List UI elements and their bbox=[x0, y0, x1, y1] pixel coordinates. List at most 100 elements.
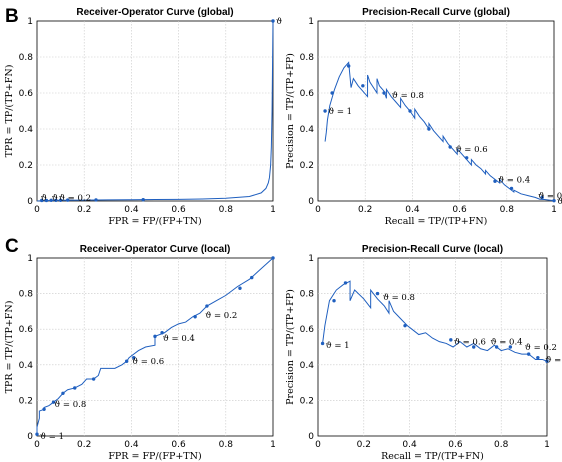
y-tick-label: 0.8 bbox=[19, 290, 34, 300]
x-tick-label: 1 bbox=[270, 205, 276, 215]
x-tick-label: 0.8 bbox=[219, 205, 234, 215]
threshold-annotation: ϑ = 0.8 bbox=[54, 400, 86, 410]
y-tick-label: 1 bbox=[308, 17, 314, 27]
threshold-annotation: ϑ = 1 bbox=[328, 107, 352, 117]
x-tick-label: 0.2 bbox=[358, 205, 372, 215]
data-point bbox=[526, 352, 531, 356]
x-tick-label: 0.8 bbox=[494, 440, 509, 450]
threshold-annotation: ϑ = 0.8 bbox=[392, 91, 424, 101]
data-point bbox=[361, 84, 365, 88]
threshold-annotation: ϑ bbox=[41, 193, 47, 203]
threshold-annotation: ϑ = 0.6 bbox=[454, 338, 486, 348]
data-point bbox=[375, 291, 380, 296]
x-tick-label: 0.4 bbox=[124, 440, 139, 450]
series-line-1 bbox=[36, 257, 274, 436]
threshold-annotation: ϑ = bbox=[545, 355, 561, 365]
threshold-annotation: ϑ = 0.2 bbox=[205, 311, 237, 321]
data-point bbox=[508, 345, 513, 349]
x-tick-label: 0.2 bbox=[77, 205, 91, 215]
x-tick-label: 1 bbox=[544, 440, 550, 450]
x-tick-label: 0.6 bbox=[452, 205, 467, 215]
y-tick-label: 0.2 bbox=[300, 161, 314, 171]
x-tick-label: 0.8 bbox=[500, 205, 515, 215]
x-tick-label: 0 bbox=[315, 205, 321, 215]
x-tick-label: 0.4 bbox=[402, 440, 417, 450]
data-point bbox=[330, 91, 334, 95]
plot-frame bbox=[36, 257, 274, 437]
data-point bbox=[205, 304, 209, 308]
data-point bbox=[472, 345, 476, 349]
data-point bbox=[271, 19, 275, 23]
x-tick-label: 1 bbox=[551, 205, 557, 215]
data-point bbox=[427, 127, 431, 131]
y-tick-label: 0.2 bbox=[19, 396, 33, 406]
chart-title: Precision-Recall Curve (local) bbox=[362, 244, 503, 255]
y-tick-label: 0.2 bbox=[300, 396, 314, 406]
data-point bbox=[464, 156, 469, 160]
chart-panels: 0 0.2 0.4 0.6 0.8 1 0 0.2 0.4 0.6 0.8 1 Receiver-Ope… bbox=[4, 7, 562, 462]
x-axis-label: Recall = TP/(TP+FN) bbox=[381, 451, 484, 462]
x-tick-label: 0.4 bbox=[124, 205, 139, 215]
data-point bbox=[141, 198, 145, 202]
y-tick-label: 0.8 bbox=[300, 290, 315, 300]
data-point bbox=[320, 341, 325, 346]
y-tick-label: 0 bbox=[27, 432, 33, 442]
y-tick-label: 0.8 bbox=[300, 53, 315, 63]
data-point bbox=[94, 198, 98, 202]
data-point bbox=[271, 256, 275, 260]
chart-1: 0 0.2 0.4 0.6 0.8 1 0 0.2 0.4 0.6 0.8 1 Receiver-Ope… bbox=[4, 7, 282, 227]
threshold-annotation: ϑ = 0.6 bbox=[456, 145, 488, 155]
threshold-annotation: ϑ bbox=[276, 17, 282, 27]
x-axis-label: Recall = TP/(TP+FN) bbox=[385, 216, 488, 227]
y-tick-label: 0 bbox=[308, 432, 314, 442]
data-point bbox=[449, 338, 453, 342]
y-axis-label: Precision = TP/(TP+FP) bbox=[285, 289, 296, 405]
threshold-annotation: ϑ = 0.6 bbox=[132, 357, 164, 367]
data-point bbox=[540, 195, 544, 200]
data-point bbox=[343, 281, 348, 285]
x-tick-label: 0 bbox=[315, 440, 321, 450]
y-tick-label: 0.2 bbox=[19, 161, 33, 171]
data-point bbox=[509, 186, 514, 191]
x-tick-label: 0 bbox=[34, 205, 40, 215]
data-point bbox=[238, 286, 242, 290]
x-tick-label: 0.4 bbox=[405, 205, 420, 215]
x-axis-label: FPR = FP/(FP+TN) bbox=[108, 451, 201, 462]
y-axis-label: TPR = TP/(TP+FN) bbox=[4, 65, 15, 158]
data-point bbox=[35, 432, 39, 436]
threshold-annotation: ϑ = 0.2 bbox=[59, 193, 91, 203]
plot-frame bbox=[36, 20, 274, 202]
x-axis-label: FPR = FP/(FP+TN) bbox=[108, 216, 201, 227]
data-point bbox=[403, 323, 407, 328]
data-point bbox=[552, 198, 556, 203]
data-point bbox=[42, 407, 46, 411]
data-point bbox=[51, 400, 56, 404]
data-point bbox=[332, 299, 336, 303]
x-tick-label: 0.6 bbox=[448, 440, 463, 450]
x-tick-label: 0.8 bbox=[219, 440, 234, 450]
y-tick-label: 0.6 bbox=[19, 89, 34, 99]
y-tick-label: 1 bbox=[27, 254, 33, 264]
data-point bbox=[44, 198, 49, 203]
threshold-annotation: ϑ = 1 bbox=[326, 341, 350, 351]
x-tick-label: 0.6 bbox=[171, 440, 186, 450]
y-tick-label: 0 bbox=[27, 197, 33, 207]
x-tick-label: 1 bbox=[270, 440, 276, 450]
data-point bbox=[346, 64, 351, 68]
data-point bbox=[73, 386, 77, 390]
chart-4: 0 0.2 0.4 0.6 0.8 1 0 0.2 0.4 0.6 0.8 1 Precision-Re… bbox=[285, 244, 561, 462]
x-tick-label: 0 bbox=[34, 440, 40, 450]
threshold-annotation: ϑ = 0.2 bbox=[538, 192, 562, 202]
data-point bbox=[49, 198, 53, 202]
y-tick-label: 0.6 bbox=[300, 325, 315, 335]
threshold-annotation: ϑ bbox=[52, 193, 58, 203]
y-tick-label: 0.6 bbox=[19, 325, 34, 335]
y-tick-label: 0.8 bbox=[19, 53, 34, 63]
threshold-annotation: ϑ = 0.4 bbox=[163, 334, 195, 344]
data-point bbox=[61, 391, 65, 395]
y-tick-label: 0.4 bbox=[19, 125, 34, 135]
y-tick-label: 0.4 bbox=[19, 361, 34, 371]
chart-title: Receiver-Operator Curve (global) bbox=[76, 7, 233, 18]
data-point bbox=[448, 145, 452, 149]
